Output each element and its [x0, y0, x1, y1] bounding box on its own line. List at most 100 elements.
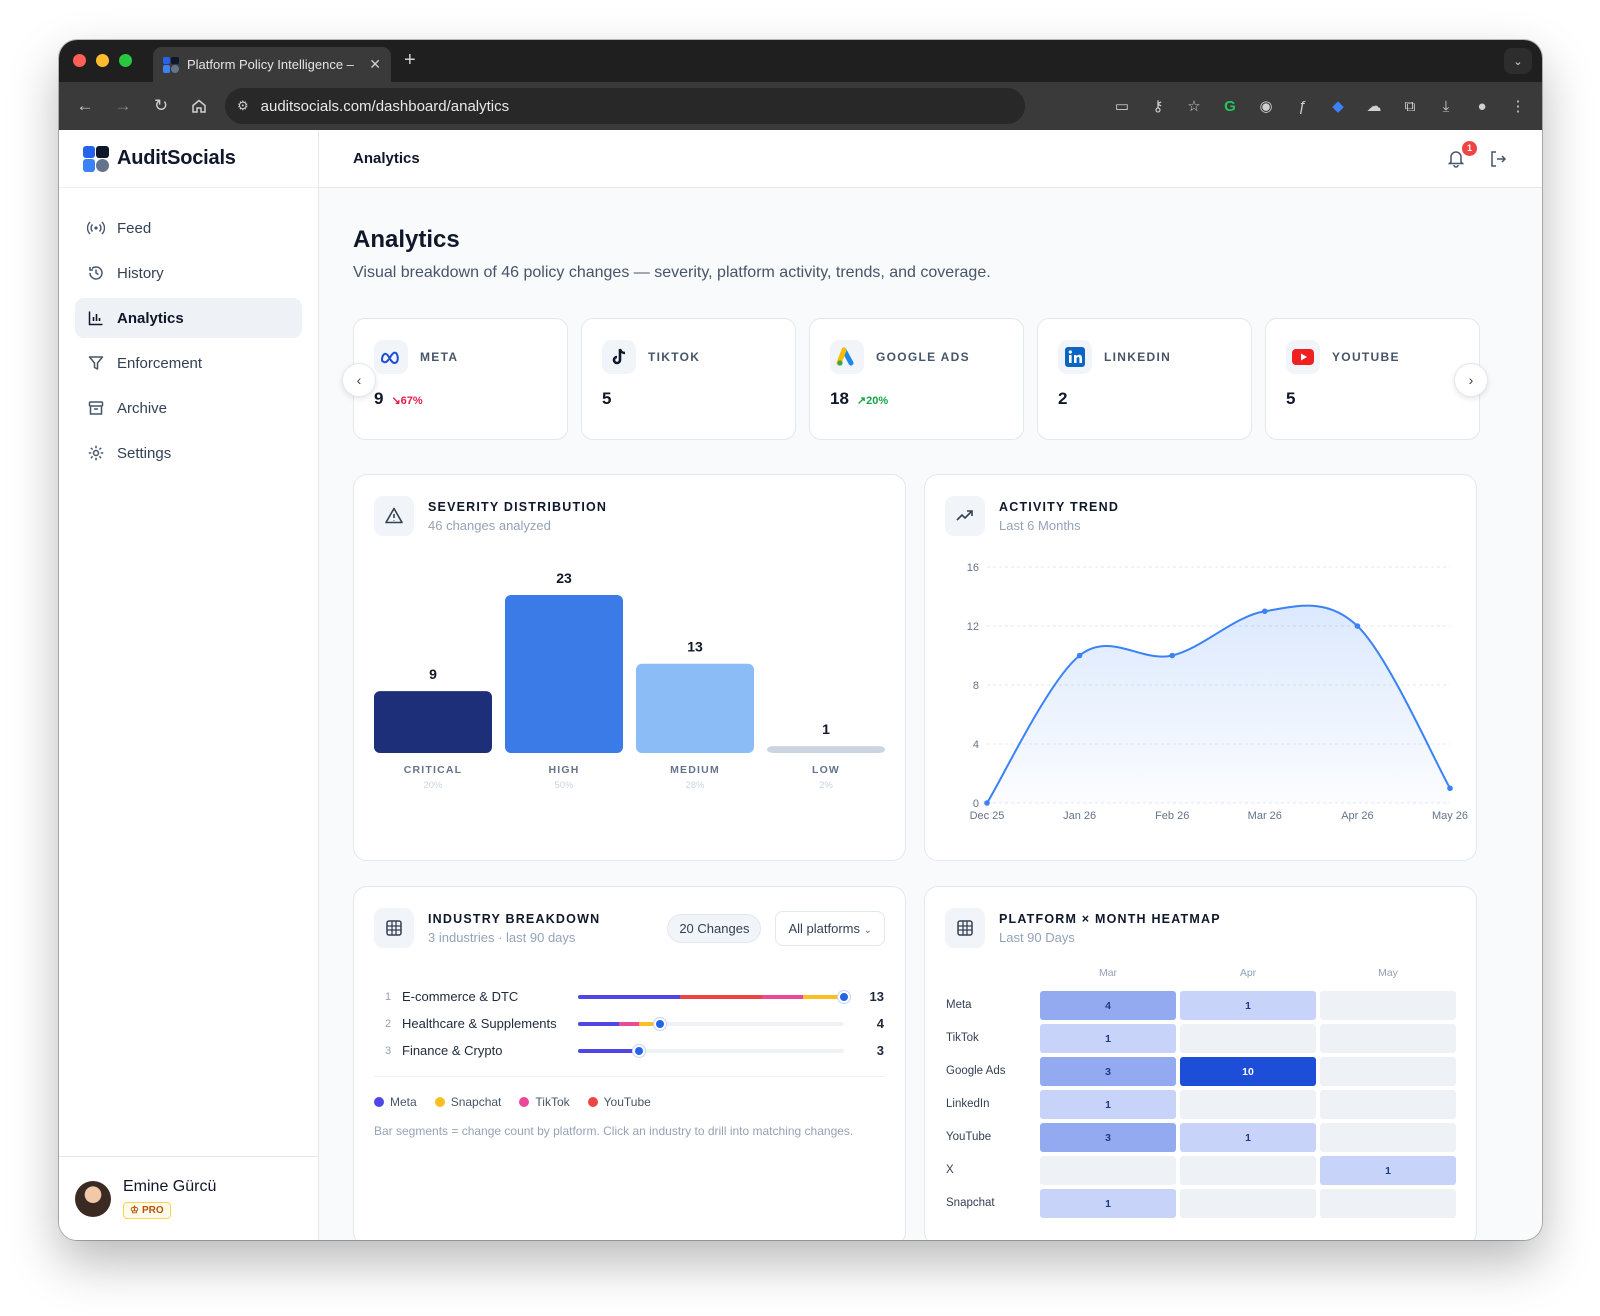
activity-point[interactable] [1447, 785, 1453, 792]
heatmap-cell[interactable]: 1 [1180, 1123, 1316, 1152]
install-app-icon[interactable]: ▭ [1114, 98, 1130, 115]
back-arrow-icon[interactable]: ← [76, 96, 94, 115]
carousel-next-button[interactable]: › [1454, 363, 1488, 397]
brand[interactable]: AuditSocials [59, 130, 318, 188]
legend-label: TikTok [535, 1095, 570, 1109]
sidebar-item-analytics[interactable]: Analytics [75, 298, 302, 338]
severity-bar-critical[interactable] [374, 691, 492, 753]
platform-card-tiktok[interactable]: TIKTOK 5 [581, 318, 796, 440]
severity-category-label: HIGH [548, 764, 579, 776]
heatmap-cell[interactable]: 1 [1040, 1090, 1176, 1119]
extensions-puzzle-icon[interactable]: ⧉ [1404, 97, 1416, 115]
browser-menu-icon[interactable]: ⋮ [1510, 98, 1526, 115]
platform-name: META [420, 350, 459, 364]
cloud-extension-icon[interactable]: ☁ [1366, 98, 1382, 115]
formula-extension-icon[interactable]: ƒ [1297, 97, 1307, 115]
heatmap-cell[interactable]: 10 [1180, 1057, 1316, 1086]
activity-point[interactable] [1076, 652, 1083, 659]
browser-window: Platform Policy Intelligence – ✕ + ⌄ ← →… [59, 40, 1542, 1240]
profile-avatar-icon[interactable]: ● [1477, 97, 1487, 115]
platform-card-meta[interactable]: META 9 ↘67% [353, 318, 568, 440]
sidebar-item-settings[interactable]: Settings [75, 433, 302, 473]
industry-row[interactable]: 2 Healthcare & Supplements 4 [374, 1010, 885, 1037]
platform-card-linkedin[interactable]: LINKEDIN 2 [1037, 318, 1252, 440]
activity-point[interactable] [1169, 652, 1175, 659]
industry-count: 13 [869, 989, 884, 1004]
sidebar-item-history[interactable]: History [75, 253, 302, 293]
tab-search-chevron-icon[interactable]: ⌄ [1504, 48, 1532, 74]
logout-icon[interactable] [1488, 149, 1508, 169]
camera-extension-icon[interactable]: ◉ [1259, 98, 1273, 115]
sidebar-item-enforcement[interactable]: Enforcement [75, 343, 302, 383]
industry-legend: Meta Snapchat TikTok YouTube [374, 1095, 885, 1109]
grammarly-extension-icon[interactable]: G [1224, 97, 1236, 115]
severity-card: SEVERITY DISTRIBUTION 46 changes analyze… [353, 474, 906, 861]
tag-extension-icon[interactable]: ◆ [1332, 98, 1344, 115]
notifications-button[interactable]: 1 [1446, 140, 1477, 170]
heatmap-cell[interactable] [1320, 1189, 1456, 1218]
industry-card: INDUSTRY BREAKDOWN 3 industries · last 9… [353, 886, 906, 1240]
heatmap-cell[interactable]: 1 [1040, 1024, 1176, 1053]
new-tab-icon[interactable]: + [404, 49, 416, 71]
platform-filter-select[interactable]: All platforms ⌄ [775, 910, 885, 946]
industry-row[interactable]: 1 E-commerce & DTC 13 [374, 983, 885, 1010]
password-key-icon[interactable]: ⚷ [1152, 98, 1164, 115]
site-settings-icon[interactable]: ⚙ [237, 98, 249, 113]
sidebar-item-feed[interactable]: Feed [75, 208, 302, 248]
user-profile[interactable]: Emine Gürcü ♔ PRO [59, 1156, 318, 1240]
heatmap-cell[interactable]: 3 [1040, 1123, 1176, 1152]
page-title: Analytics [353, 226, 460, 253]
heatmap-cell[interactable]: 1 [1040, 1189, 1176, 1218]
heatmap-cell[interactable]: 1 [1320, 1156, 1456, 1185]
activity-point[interactable] [1262, 608, 1268, 615]
heatmap-cell[interactable] [1180, 1090, 1316, 1119]
heatmap-cell[interactable] [1180, 1024, 1316, 1053]
heatmap-cell[interactable] [1320, 1090, 1456, 1119]
google-ads-icon [830, 340, 864, 374]
browser-tab[interactable]: Platform Policy Intelligence – ✕ [153, 47, 391, 82]
heatmap-cell[interactable] [1180, 1156, 1316, 1185]
heatmap-cell[interactable]: 4 [1040, 991, 1176, 1020]
analytics-page: Analytics Visual breakdown of 46 policy … [319, 188, 1542, 1240]
heatmap-cell[interactable] [1320, 1123, 1456, 1152]
severity-subtitle: 46 changes analyzed [428, 517, 551, 533]
severity-bar-medium[interactable] [636, 663, 754, 753]
gear-icon [88, 445, 104, 461]
heatmap-cell[interactable] [1180, 1189, 1316, 1218]
download-icon[interactable]: ⤓ [1442, 97, 1450, 115]
heatmap-cell[interactable] [1320, 1024, 1456, 1053]
forward-arrow-icon[interactable]: → [114, 96, 132, 115]
severity-bar-high[interactable] [505, 595, 623, 753]
auditsocials-logo-icon [83, 145, 109, 172]
platform-card-google-ads[interactable]: GOOGLE ADS 18 ↗20% [809, 318, 1024, 440]
industry-row[interactable]: 3 Finance & Crypto 3 [374, 1037, 885, 1064]
reload-icon[interactable]: ↻ [153, 96, 169, 115]
carousel-prev-button[interactable]: ‹ [342, 363, 376, 397]
home-icon[interactable] [183, 90, 215, 122]
platform-count: 2 [1058, 389, 1068, 408]
minimize-window-button[interactable] [96, 54, 109, 67]
legend-item-snapchat: Snapchat [434, 1095, 501, 1109]
heatmap-row-label: YouTube [946, 1131, 992, 1143]
severity-bar-low[interactable] [767, 746, 885, 753]
heatmap-cell[interactable]: 1 [1180, 991, 1316, 1020]
platform-count: 18 [830, 389, 849, 408]
platform-card-youtube[interactable]: YOUTUBE 5 [1265, 318, 1480, 440]
platform-name: TIKTOK [648, 350, 701, 364]
heatmap-cell[interactable] [1320, 1057, 1456, 1086]
tiktok-icon [602, 340, 636, 374]
sidebar-item-archive[interactable]: Archive [75, 388, 302, 428]
maximize-window-button[interactable] [119, 54, 132, 67]
close-window-button[interactable] [73, 54, 86, 67]
heatmap-cell[interactable] [1320, 991, 1456, 1020]
heatmap-cell[interactable]: 3 [1040, 1057, 1176, 1086]
sidebar-item-label: Analytics [117, 309, 184, 327]
activity-point[interactable] [1354, 623, 1361, 629]
address-bar[interactable]: ⚙ auditsocials.com/dashboard/analytics [225, 88, 1025, 124]
activity-line [986, 604, 1451, 804]
bookmark-star-icon[interactable]: ☆ [1187, 98, 1201, 115]
activity-point[interactable] [984, 800, 990, 806]
close-tab-icon[interactable]: ✕ [369, 56, 381, 72]
heatmap-cell[interactable] [1040, 1156, 1176, 1185]
y-tick-label: 4 [973, 739, 979, 751]
